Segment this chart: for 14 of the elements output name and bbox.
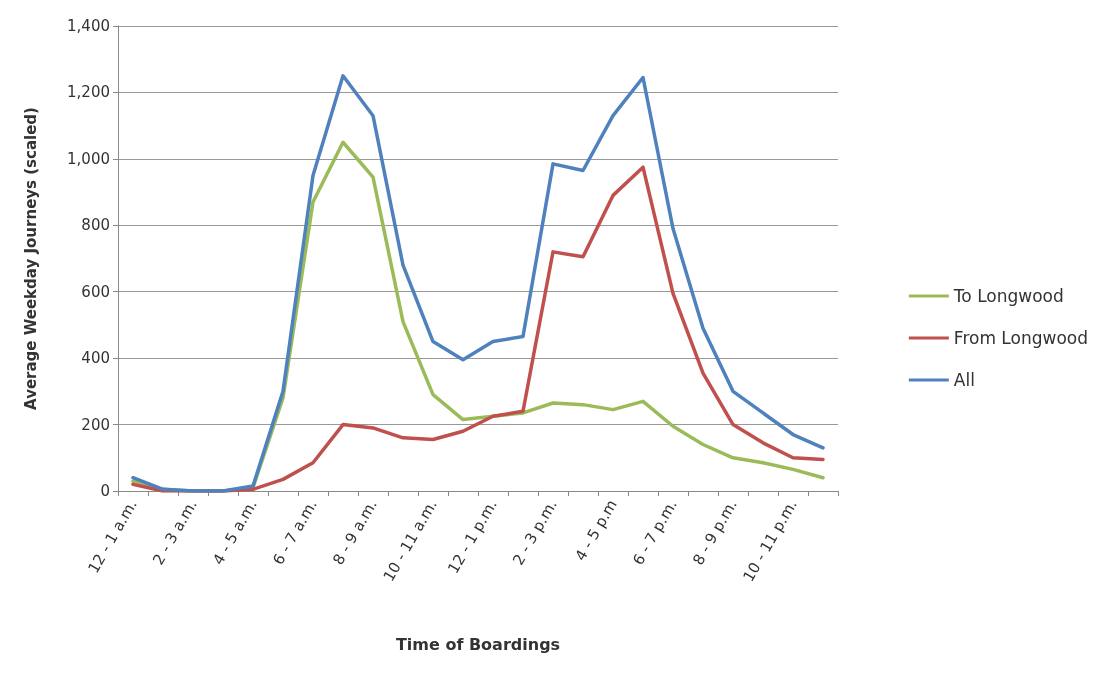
y-tick-label: 1,400 — [67, 17, 110, 35]
y-tick-label: 400 — [81, 349, 110, 368]
y-tick-label: 1,000 — [67, 149, 110, 168]
line-series — [131, 74, 825, 493]
y-tick-label: 600 — [81, 282, 110, 301]
y-tick-label: 0 — [100, 482, 110, 500]
legend-label: From Longwood — [953, 328, 1089, 348]
y-tick-label: 800 — [81, 216, 110, 235]
y-tick-label: 1,200 — [67, 83, 110, 102]
x-axis-title: Time of Boardings — [395, 634, 561, 654]
legend-label: To Longwood — [952, 286, 1064, 306]
y-axis-title: Average Weekday Journeys (scaled) — [21, 107, 40, 410]
y-tick-label: 200 — [81, 415, 110, 434]
legend-label: All — [953, 370, 975, 390]
